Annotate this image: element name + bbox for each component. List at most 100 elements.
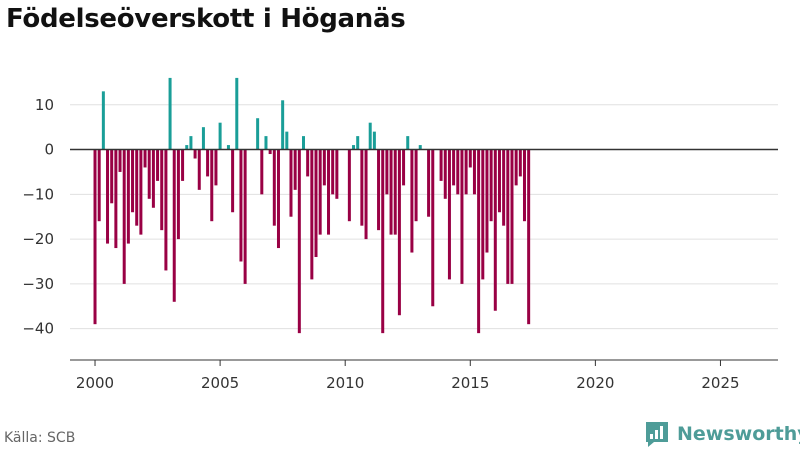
brand-name: Newsworthy [677, 423, 800, 445]
y-tick-label: 10 [35, 96, 54, 114]
x-axis-ticks: 2000 2005 2010 2015 2020 2025 [76, 360, 740, 392]
bar [276, 149, 280, 249]
bar [477, 149, 481, 334]
bar [226, 145, 230, 150]
bar [289, 149, 293, 217]
bar [214, 149, 218, 186]
bar [306, 149, 310, 177]
bar [243, 149, 247, 284]
bar [139, 149, 143, 235]
bar [189, 136, 193, 150]
bar [506, 149, 510, 284]
bar [231, 149, 235, 213]
bar [485, 149, 489, 253]
bar [514, 149, 518, 186]
y-axis-tick-labels: 10 0 −10 −20 −30 −40 [22, 96, 54, 338]
bar [443, 149, 447, 199]
bar [381, 149, 385, 334]
bar [110, 149, 114, 204]
bar [260, 149, 264, 195]
bar [197, 149, 201, 190]
bar [181, 149, 185, 181]
bar [460, 149, 464, 284]
bar [122, 149, 126, 284]
bar [281, 100, 285, 150]
bar [168, 77, 172, 150]
bar [285, 131, 289, 150]
bar [151, 149, 155, 208]
bar [356, 136, 360, 150]
y-tick-label: −20 [22, 230, 54, 248]
bar [489, 149, 493, 222]
bar [464, 149, 468, 195]
bar [97, 149, 101, 222]
bar [193, 149, 197, 159]
y-tick-label: −40 [22, 320, 54, 338]
bar [310, 149, 314, 280]
bar [522, 149, 526, 222]
bar [372, 131, 376, 150]
bar [368, 122, 372, 150]
y-tick-label: −10 [22, 185, 54, 203]
bar [218, 122, 222, 150]
bar [301, 136, 305, 150]
bar [176, 149, 180, 240]
bar [447, 149, 451, 280]
bar [385, 149, 389, 195]
bar [472, 149, 476, 195]
bar [377, 149, 381, 231]
bar [431, 149, 435, 307]
bar [93, 149, 97, 325]
bar [322, 149, 326, 186]
bar [268, 149, 272, 155]
bar [272, 149, 276, 226]
brand-logo: Newsworthy [644, 420, 800, 448]
source-note: Källa: SCB [4, 430, 76, 446]
bar [185, 145, 189, 150]
bar [402, 149, 406, 186]
bar [210, 149, 214, 222]
bar [201, 127, 205, 150]
bar [393, 149, 397, 235]
bar [510, 149, 514, 284]
x-tick-label: 2025 [701, 374, 739, 392]
bar [414, 149, 418, 222]
bar [502, 149, 506, 226]
bar [118, 149, 122, 172]
bar [318, 149, 322, 235]
bar [331, 149, 335, 195]
bar [147, 149, 151, 199]
x-tick-label: 2020 [576, 374, 614, 392]
bar [297, 149, 301, 334]
bar [126, 149, 130, 244]
bar [327, 149, 331, 235]
bar [360, 149, 364, 226]
bar [106, 149, 110, 244]
x-tick-label: 2015 [451, 374, 489, 392]
bar [172, 149, 176, 302]
bar [164, 149, 168, 271]
bar [452, 149, 456, 186]
bar [406, 136, 410, 150]
bar [114, 149, 118, 249]
x-tick-label: 2000 [76, 374, 114, 392]
bar [468, 149, 472, 168]
bar [256, 118, 260, 150]
bar [397, 149, 401, 316]
y-tick-label: −30 [22, 275, 54, 293]
bar [439, 149, 443, 181]
gridlines [70, 104, 778, 330]
bar [389, 149, 393, 235]
bar [427, 149, 431, 217]
bar [347, 149, 351, 222]
bar [101, 91, 105, 150]
y-tick-label: 0 [44, 141, 54, 159]
bar [131, 149, 135, 213]
bar [364, 149, 368, 240]
bar [456, 149, 460, 195]
bar [497, 149, 501, 213]
bar [527, 149, 531, 325]
bar [335, 149, 339, 199]
bar [410, 149, 414, 253]
